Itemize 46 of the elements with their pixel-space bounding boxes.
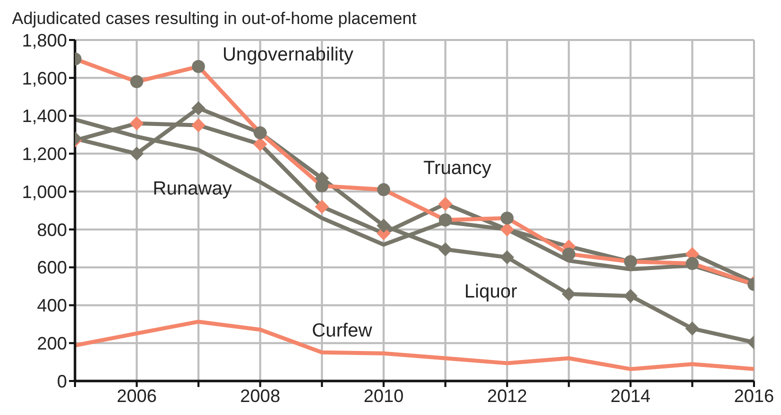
point [130,146,144,161]
series-label: Runaway [152,178,232,200]
x-tick-label: 2006 [116,386,157,406]
y-tick-label: 0 [56,371,67,392]
point [686,257,699,270]
point [438,242,452,256]
series-label: Truancy [423,158,492,179]
x-tick-label: 2012 [487,386,528,406]
point [253,137,268,152]
y-tick-label: 200 [36,334,67,354]
series-label: Ungovernability [222,44,354,66]
point [685,322,700,336]
y-tick-label: 1,200 [22,144,67,164]
y-tick-label: 1,400 [22,106,67,126]
point [562,248,576,261]
point [500,212,514,225]
point [377,183,390,196]
y-tick-label: 600 [36,258,67,278]
point [191,118,206,132]
point [438,213,452,226]
point [192,60,205,74]
point [191,101,206,116]
point [314,200,329,214]
line-series [75,320,754,372]
chart-title: Adjudicated cases resulting in out-of-home placement [12,8,418,30]
series-label: Curfew [312,320,372,342]
point [500,222,514,236]
y-tick-label: 800 [36,220,67,240]
series-label: Liquor [464,281,518,302]
x-tick-label: 2014 [610,386,651,406]
y-tick-label: 1,800 [22,30,67,50]
y-tick-label: 1,000 [22,182,67,202]
point [254,126,267,140]
y-tick-label: 1,600 [22,68,67,88]
point [130,116,144,130]
x-tick-label: 2016 [734,386,774,406]
point [500,250,514,264]
x-tick-label: 2008 [240,386,280,406]
point [624,288,638,303]
x-tick-label: 2010 [364,386,404,406]
point [438,196,452,211]
point [376,218,391,233]
point [562,287,576,302]
y-tick-label: 400 [36,296,67,316]
point [315,179,328,192]
point [130,75,144,88]
